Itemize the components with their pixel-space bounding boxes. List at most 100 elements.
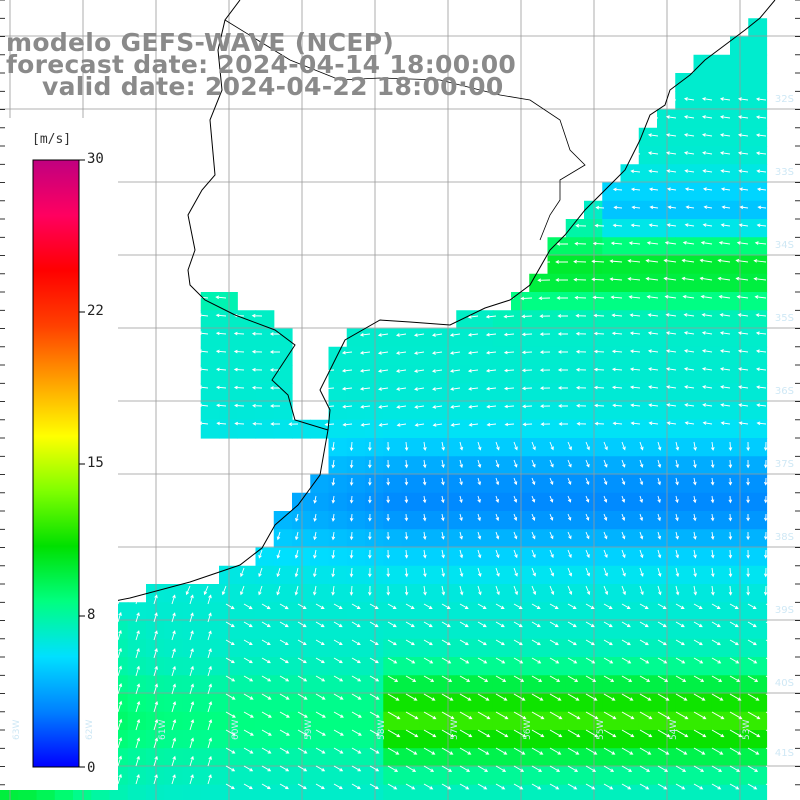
wind-cell [547, 547, 567, 567]
wind-vector [349, 459, 354, 469]
wind-vector [423, 639, 433, 646]
wind-cell [511, 547, 530, 567]
wind-vector [513, 693, 526, 701]
wind-cell [730, 547, 749, 567]
wind-vector [738, 403, 749, 407]
wind-vector [386, 477, 391, 486]
wind-vector [585, 441, 590, 451]
wind-vector [333, 639, 343, 646]
wind-vector [711, 783, 722, 790]
wind-vector [485, 386, 497, 391]
wind-cell [255, 365, 275, 384]
wind-vector [441, 711, 455, 720]
wind-vector [459, 639, 469, 646]
wind-vector [549, 639, 559, 646]
wind-cell [492, 456, 512, 476]
wind-vector [648, 187, 659, 192]
wind-vector [467, 315, 479, 319]
wind-cell [657, 419, 676, 439]
wind-vector [432, 423, 443, 427]
wind-cell [474, 456, 494, 476]
wind-vector [595, 205, 605, 210]
wind-cell [565, 365, 585, 384]
wind-vector [692, 513, 697, 522]
wind-cell [456, 547, 476, 567]
wind-cell [474, 638, 494, 658]
wind-vector [666, 187, 677, 191]
wind-cell [273, 565, 293, 585]
wind-vector [387, 729, 401, 738]
wind-vector [701, 349, 713, 353]
wind-vector [728, 585, 733, 596]
wind-vector [251, 349, 263, 354]
wind-vector [189, 665, 194, 677]
wind-vector [754, 241, 767, 245]
wind-cell [273, 602, 293, 622]
wind-vector [575, 367, 587, 372]
wind-vector [351, 621, 361, 628]
wind-vector [710, 513, 715, 522]
wind-cell [748, 565, 768, 585]
wind-cell [529, 419, 549, 439]
wind-cell [419, 584, 439, 603]
wind-cell [638, 419, 658, 439]
wind-cell [219, 693, 238, 713]
wind-vector [422, 531, 427, 540]
wind-vector [351, 711, 362, 718]
wind-cell [328, 620, 348, 640]
wind-cell [438, 638, 457, 658]
wind-vector [683, 115, 695, 119]
lon-label-59w: 59W [304, 719, 314, 740]
wind-cell [346, 456, 366, 476]
wind-vector [603, 729, 617, 738]
wind-vector [611, 313, 623, 318]
wind-cell [730, 273, 749, 293]
wind-vector [575, 385, 587, 390]
wind-cell [620, 638, 640, 658]
wind-cell [638, 511, 658, 530]
wind-vector [351, 747, 362, 754]
wind-cell [748, 401, 768, 421]
wind-vector [681, 258, 695, 263]
wind-cell [638, 383, 658, 403]
wind-vector [297, 711, 308, 718]
wind-vector [702, 169, 713, 173]
wind-vector [467, 333, 479, 337]
wind-vector [369, 783, 379, 790]
wind-vector [386, 585, 391, 596]
wind-vector [432, 387, 443, 391]
wind-cell [200, 584, 220, 603]
wind-cell [164, 620, 184, 640]
wind-vector [395, 369, 407, 373]
wind-vector [556, 296, 568, 300]
wind-vector [531, 459, 536, 468]
wind-vector [171, 683, 177, 695]
wind-vector [503, 368, 515, 373]
wind-cell [711, 200, 731, 220]
wind-vector [630, 421, 641, 426]
wind-vector [763, 531, 768, 541]
wind-cell [638, 237, 658, 257]
wind-vector [243, 657, 253, 664]
wind-vector [549, 747, 562, 755]
wind-cell [328, 456, 348, 476]
wind-vector [693, 783, 704, 790]
wind-cell [492, 438, 512, 457]
wind-cell [474, 675, 494, 695]
wind-vector [359, 369, 371, 373]
wind-cell [657, 511, 676, 530]
wind-vector [621, 639, 631, 646]
wind-cell [711, 292, 731, 311]
wind-vector [711, 657, 722, 664]
wind-cell [547, 255, 567, 275]
wind-cell [730, 91, 749, 111]
wind-cell [657, 711, 676, 731]
wind-cell [529, 346, 549, 366]
wind-cell [584, 584, 603, 603]
wind-cell [237, 328, 257, 348]
wind-vector [657, 585, 662, 596]
wind-cell [310, 784, 330, 800]
wind-vector [404, 477, 409, 486]
wind-vector [153, 774, 158, 785]
wind-cell [273, 529, 293, 549]
